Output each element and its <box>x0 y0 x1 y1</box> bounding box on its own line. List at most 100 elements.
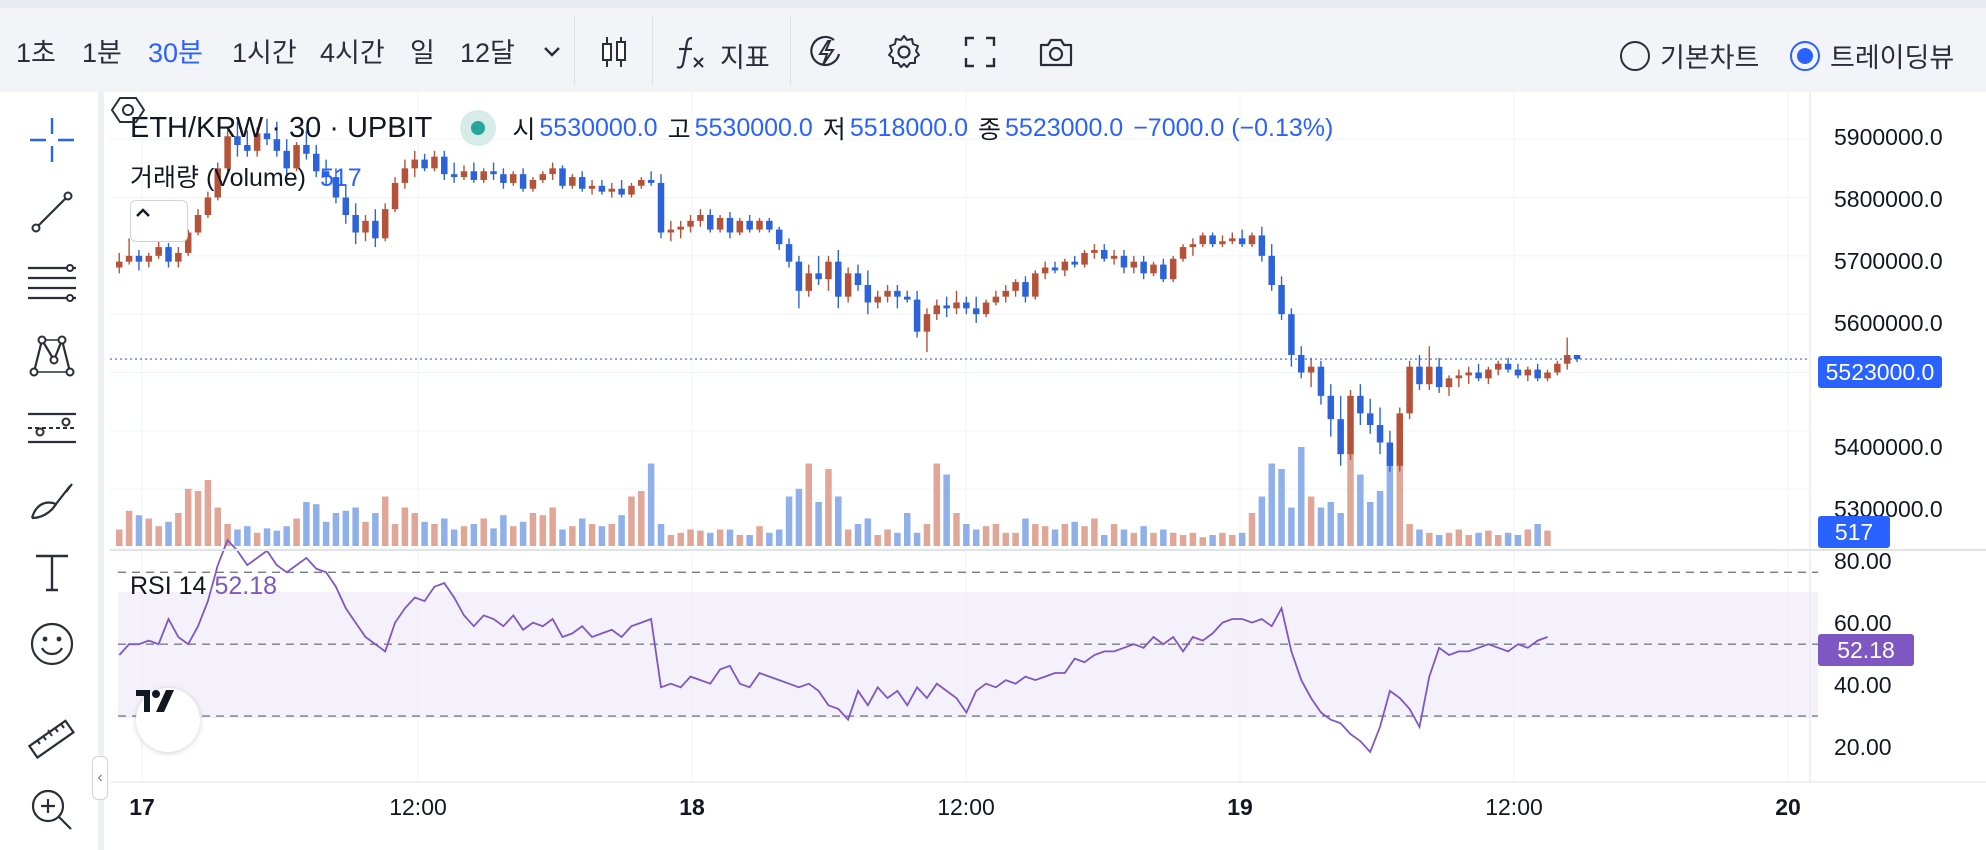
projection-tool[interactable] <box>24 400 80 456</box>
volume-bar <box>1140 526 1147 546</box>
toolbar-divider <box>790 16 791 86</box>
candle-body <box>815 273 822 280</box>
candle-body <box>1524 369 1532 376</box>
price-axis-label: 5600000.0 <box>1834 310 1943 336</box>
candle-body <box>1475 372 1482 379</box>
pattern-tool[interactable] <box>24 328 80 384</box>
volume-bar <box>1544 530 1551 546</box>
chart-type-button[interactable] <box>592 30 636 74</box>
volume-bar <box>1248 513 1256 546</box>
crosshair-tool[interactable] <box>24 112 80 168</box>
settings-button[interactable] <box>882 30 926 74</box>
candle-body <box>894 290 901 297</box>
candle-body <box>963 302 970 309</box>
volume-bar <box>972 529 980 546</box>
volume-bar <box>1426 532 1433 546</box>
chart-canvas[interactable] <box>110 92 1986 850</box>
fib-tool[interactable] <box>24 256 80 312</box>
indicators-label[interactable]: 지표 <box>720 43 770 73</box>
fullscreen-button[interactable] <box>958 30 1002 74</box>
candle-body <box>1416 366 1423 385</box>
text-tool[interactable] <box>24 544 80 600</box>
zoom-in-tool[interactable] <box>24 782 80 838</box>
candle-body <box>923 314 931 332</box>
candle-body <box>864 285 872 303</box>
candle-body <box>1426 366 1433 385</box>
candle-body <box>1022 282 1029 297</box>
candle-body <box>618 188 625 195</box>
candle-body <box>224 136 231 169</box>
volume-bar <box>569 526 576 546</box>
interval-12mo[interactable]: 12달 <box>460 8 515 92</box>
legend-collapse-button[interactable] <box>130 200 188 242</box>
volume-label: 거래량 (Volume) <box>130 164 306 192</box>
volume-bar <box>1071 521 1078 546</box>
tradingview-logo[interactable] <box>136 688 200 752</box>
chart-mode-basic[interactable]: 기본차트 <box>1620 36 1759 75</box>
volume-bar <box>549 507 556 546</box>
volume-bar <box>1061 524 1069 546</box>
ruler-tool[interactable] <box>24 712 80 768</box>
candle-body <box>450 174 458 178</box>
ruler-icon <box>27 719 75 760</box>
volume-bar <box>470 524 478 546</box>
chart-mode-tradingview[interactable]: 트레이딩뷰 <box>1790 36 1954 75</box>
volume-bar <box>145 518 153 546</box>
candle-body <box>549 168 556 175</box>
indicators-button[interactable] <box>668 30 712 74</box>
screenshot-button[interactable] <box>1034 30 1078 74</box>
candle-body <box>904 296 911 300</box>
volume-bar <box>234 529 241 546</box>
tradingview-logo-icon <box>136 690 174 712</box>
chart-area[interactable]: ETH/KRW · 30 · UPBIT 시 5530000.0 고 5530000… <box>110 92 1986 850</box>
volume-bar <box>1022 518 1029 546</box>
volume-bar <box>1347 452 1354 546</box>
intervals-dropdown[interactable] <box>530 30 574 74</box>
emoji-tool[interactable] <box>24 616 80 672</box>
fib-lines-icon <box>28 264 76 302</box>
volume-bar <box>1435 535 1443 546</box>
rsi-legend[interactable]: RSI 14 52.18 <box>130 572 277 601</box>
interval-1h[interactable]: 1시간 <box>232 8 297 92</box>
volume-bar <box>1386 458 1394 546</box>
volume-bar <box>746 535 753 546</box>
interval-30m[interactable]: 30분 <box>148 8 203 92</box>
volume-bar <box>657 524 665 546</box>
rsi-axis-label: 80.00 <box>1834 548 1892 574</box>
volume-bar <box>933 463 941 546</box>
volume-bar <box>835 496 842 546</box>
candle-body <box>1288 314 1295 355</box>
interval-label: 12달 <box>460 37 515 68</box>
interval-4h[interactable]: 4시간 <box>320 8 385 92</box>
brush-tool[interactable] <box>24 472 80 528</box>
candle-body <box>1386 442 1394 466</box>
candle-body <box>559 168 566 186</box>
interval-1s[interactable]: 1초 <box>16 8 56 92</box>
candle-body <box>490 171 497 175</box>
candle-body <box>726 217 734 233</box>
rsi-tag: 52.18 <box>1818 634 1914 666</box>
candle-body <box>647 180 655 183</box>
volume-bar <box>1278 469 1285 546</box>
volume-bar <box>194 491 202 546</box>
alert-button[interactable] <box>804 30 848 74</box>
interval-1m[interactable]: 1분 <box>82 8 122 92</box>
candle-body <box>1514 369 1522 376</box>
toolbar-collapse-handle[interactable]: ‹ <box>92 756 108 800</box>
price-axis-label: 5900000.0 <box>1834 124 1943 150</box>
time-axis-label: 12:00 <box>389 794 447 820</box>
volume-bar <box>362 521 369 546</box>
volume-bar <box>460 526 468 546</box>
trend-line-tool[interactable] <box>24 184 80 240</box>
volume-bar <box>1465 535 1472 546</box>
interval-1d[interactable]: 일 <box>410 8 435 92</box>
chart-mode-label: 트레이딩뷰 <box>1830 43 1955 73</box>
volume-bar <box>204 480 212 546</box>
volume-bar <box>155 526 162 546</box>
candle-body <box>736 220 744 233</box>
text-icon <box>36 554 68 592</box>
volume-legend[interactable]: 거래량 (Volume) 517 <box>130 158 362 194</box>
axis-settings-icon[interactable] <box>110 92 146 128</box>
symbol-title[interactable]: ETH/KRW · 30 · UPBIT <box>130 111 433 144</box>
volume-bar <box>1160 529 1167 546</box>
